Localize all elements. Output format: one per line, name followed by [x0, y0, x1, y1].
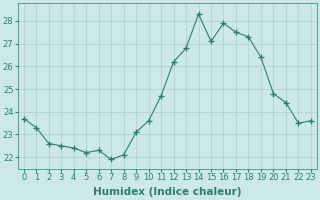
X-axis label: Humidex (Indice chaleur): Humidex (Indice chaleur): [93, 187, 242, 197]
